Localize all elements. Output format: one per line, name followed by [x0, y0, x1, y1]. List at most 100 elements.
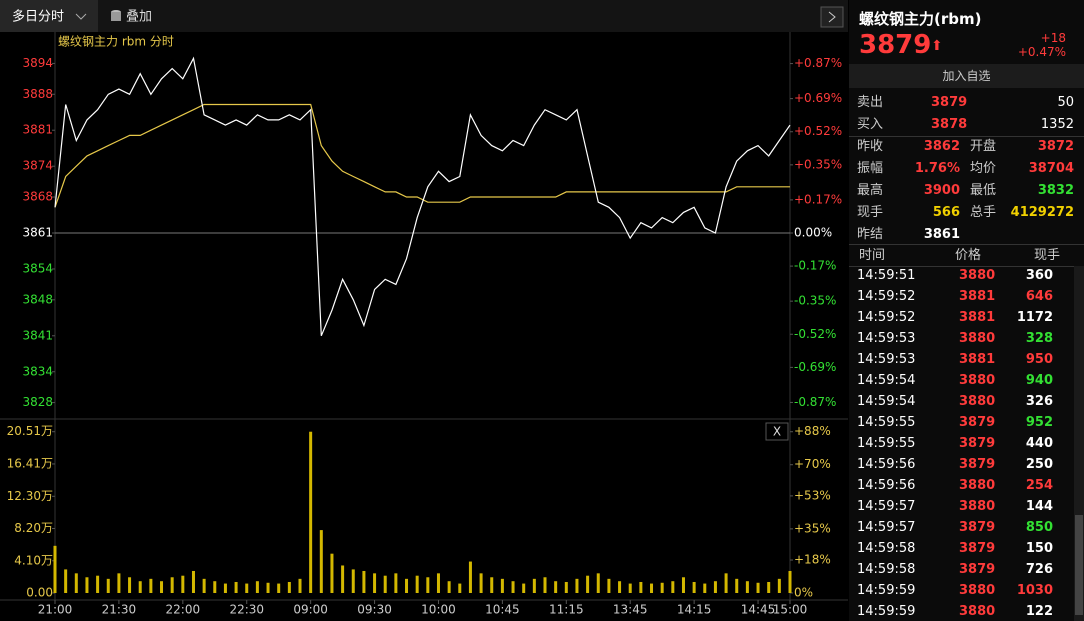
- stat-item: 均价 38704: [962, 158, 1084, 180]
- trade-time: 14:59:57: [857, 499, 916, 514]
- volume-bar: [479, 573, 483, 593]
- volume-bar: [447, 581, 451, 593]
- trade-price: 3880: [959, 373, 996, 388]
- x-tick-label: 09:30: [357, 603, 392, 617]
- trade-row: 14:59:52 3881 1172: [849, 307, 1084, 328]
- volume-bar: [64, 569, 68, 593]
- volume-bar: [373, 573, 377, 593]
- close-label[interactable]: X: [773, 425, 781, 439]
- y-tick-label: 20.51万: [7, 424, 53, 438]
- volume-bar: [149, 578, 153, 593]
- volume-bar: [213, 581, 217, 593]
- trade-row: 14:59:51 3880 360: [849, 265, 1084, 286]
- trade-volume: 440: [1025, 436, 1053, 451]
- volume-bar: [511, 581, 515, 593]
- stat-item: 振幅 1.76%: [849, 158, 962, 180]
- close-button[interactable]: [765, 422, 789, 441]
- quote-panel: 螺纹钢主力(rbm) 3879 ⬆ +18 +0.47% 加入自选 卖出 3879 50 买入 38…: [849, 0, 1084, 621]
- y2-tick-label: +0.35%: [794, 157, 842, 171]
- x-tick-label: 11:15: [549, 603, 584, 617]
- contract-name: 螺纹钢主力(rbm): [859, 10, 982, 28]
- y-tick-label: 3881: [22, 123, 53, 137]
- y2-tick-label: -0.52%: [794, 327, 836, 341]
- trade-price: 3880: [959, 478, 996, 493]
- stat-value: 3861: [923, 227, 960, 242]
- y-tick-label: 16.41万: [7, 456, 53, 470]
- y2-tick-label: +88%: [794, 424, 831, 438]
- trade-volume: 950: [1025, 352, 1053, 367]
- trade-volume: 144: [1025, 499, 1053, 514]
- period-button[interactable]: [0, 0, 98, 32]
- book-label: 卖出: [857, 95, 884, 110]
- scrollbar: [1074, 266, 1084, 621]
- stat-value: 566: [932, 205, 960, 220]
- stat-value: 3900: [923, 183, 960, 198]
- y2-tick-label: 0%: [794, 586, 813, 600]
- trade-price: 3881: [959, 289, 996, 304]
- collapse-button[interactable]: [820, 6, 844, 28]
- volume-bar: [735, 578, 739, 593]
- y-tick-label: 3854: [22, 261, 53, 275]
- y2-tick-label: -0.35%: [794, 294, 836, 308]
- volume-bar: [85, 577, 89, 593]
- volume-bar: [255, 581, 259, 593]
- trade-volume: 952: [1025, 415, 1053, 430]
- period-label[interactable]: 多日分时: [12, 9, 64, 25]
- stat-value: 3832: [1037, 183, 1074, 198]
- trade-row: 14:59:59 3880 122: [849, 601, 1084, 621]
- divider: [849, 136, 1084, 137]
- trade-price: 3881: [959, 352, 996, 367]
- trade-row: 14:59:55 3879 440: [849, 433, 1084, 454]
- volume-bar: [692, 581, 696, 593]
- trade-time: 14:59:52: [857, 310, 916, 325]
- volume-bar: [128, 577, 132, 593]
- volume-bar: [681, 577, 685, 593]
- y-tick-label: 3834: [22, 364, 53, 378]
- volume-bar: [170, 577, 174, 593]
- volume-bar: [777, 578, 781, 593]
- y2-tick-label: +18%: [794, 553, 831, 567]
- y-tick-label: 3874: [22, 159, 53, 173]
- volume-bar: [191, 570, 195, 593]
- change-percent: +0.47%: [1017, 45, 1066, 59]
- trade-time: 14:59:54: [857, 373, 916, 388]
- stat-label: 昨结: [857, 227, 884, 242]
- trade-header: 时间: [859, 248, 886, 263]
- stat-value: 1.76%: [914, 161, 960, 176]
- trade-row: 14:59:52 3881 646: [849, 286, 1084, 307]
- volume-bar: [383, 575, 387, 593]
- book-volume: 50: [1057, 95, 1074, 110]
- y-tick-label: 8.20万: [14, 521, 53, 535]
- trade-volume: 122: [1025, 604, 1053, 619]
- trade-volume: 850: [1025, 520, 1053, 535]
- volume-bar: [394, 573, 398, 593]
- trade-row: 14:59:59 3880 1030: [849, 580, 1084, 601]
- scroll-thumb: [1075, 515, 1083, 615]
- stat-label: 最低: [970, 183, 997, 198]
- add-watchlist[interactable]: 加入自选: [849, 64, 1084, 88]
- volume-bar: [309, 431, 313, 593]
- trade-row: 14:59:54 3880 326: [849, 391, 1084, 412]
- trade-time: 14:59:58: [857, 562, 916, 577]
- trade-row: 14:59:53 3881 950: [849, 349, 1084, 370]
- average-line: [54, 103, 790, 208]
- dropdown-icon: [75, 13, 87, 20]
- add-watchlist-label[interactable]: 加入自选: [942, 69, 991, 83]
- overlay-label[interactable]: 叠加: [126, 10, 152, 25]
- trade-time: 14:59:52: [857, 289, 916, 304]
- trade-volume: 254: [1025, 478, 1053, 493]
- volume-bar: [287, 581, 291, 593]
- x-tick-label: 22:00: [166, 603, 201, 617]
- last-price: 3879: [859, 30, 932, 60]
- trade-time: 14:59:55: [857, 415, 916, 430]
- trade-volume: 250: [1025, 457, 1053, 472]
- stat-item: 最高 3900: [849, 180, 962, 202]
- volume-bar: [650, 583, 654, 593]
- volume-bar: [618, 581, 622, 593]
- book-row: 买入 3878 1352: [849, 114, 1084, 136]
- trade-row: 14:59:56 3880 254: [849, 475, 1084, 496]
- book-row: 卖出 3879 50: [849, 92, 1084, 114]
- trade-price: 3879: [959, 457, 996, 472]
- toolbar: [0, 0, 848, 32]
- trade-price: 3880: [959, 604, 996, 619]
